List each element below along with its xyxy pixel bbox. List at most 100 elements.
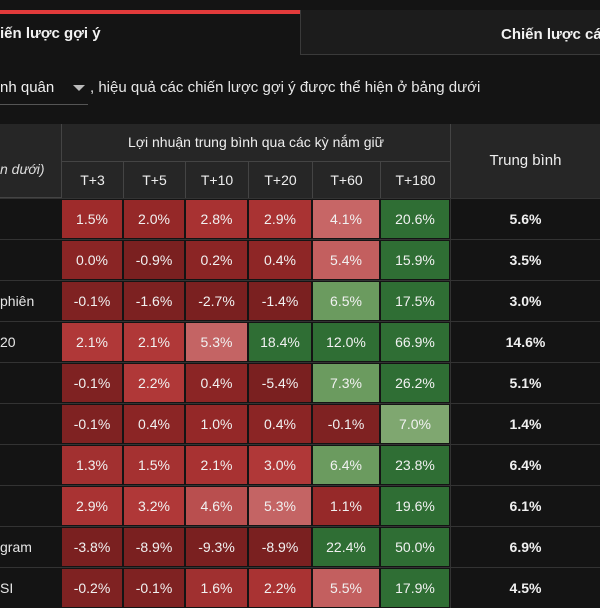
strategy-name xyxy=(0,199,61,239)
return-cell: -1.6% xyxy=(124,282,184,320)
return-cell: 2.2% xyxy=(124,364,184,402)
return-cell: 2.9% xyxy=(249,200,311,238)
return-cell: 2.1% xyxy=(186,446,247,484)
average-cell: 1.4% xyxy=(450,404,600,444)
average-cell: 6.1% xyxy=(450,486,600,526)
return-cell: -1.4% xyxy=(249,282,311,320)
table-row[interactable]: SI -0.2% -0.1% 1.6% 2.2% 5.5% 17.9% 4.5% xyxy=(0,567,600,608)
table-row[interactable]: 0.0% -0.9% 0.2% 0.4% 5.4% 15.9% 3.5% xyxy=(0,239,600,280)
table-row[interactable]: 20 2.1% 2.1% 5.3% 18.4% 12.0% 66.9% 14.6% xyxy=(0,321,600,362)
return-cell: 15.9% xyxy=(381,241,449,279)
group-header-text: Lợi nhuận trung bình qua các kỳ nắm giữ xyxy=(128,134,384,150)
return-cell: -8.9% xyxy=(124,528,184,566)
table-row[interactable]: phiên -0.1% -1.6% -2.7% -1.4% 6.5% 17.5% 3.0% xyxy=(0,280,600,321)
strategy-name: SI xyxy=(0,580,14,596)
return-cell: -9.3% xyxy=(186,528,247,566)
return-cell: -0.1% xyxy=(124,569,184,607)
strategy-name xyxy=(0,404,61,444)
period-header: T+3 xyxy=(61,161,123,198)
average-cell: 5.1% xyxy=(450,363,600,403)
average-cell: 6.9% xyxy=(450,527,600,567)
return-cell: -0.9% xyxy=(124,241,184,279)
average-cell: 6.4% xyxy=(450,445,600,485)
table-row[interactable]: -0.1% 2.2% 0.4% -5.4% 7.3% 26.2% 5.1% xyxy=(0,362,600,403)
return-cell: 3.0% xyxy=(249,446,311,484)
select-value: nh quân xyxy=(0,79,55,96)
strategy-name xyxy=(0,445,61,485)
period-header: T+5 xyxy=(123,161,185,198)
period-header: T+180 xyxy=(380,161,450,198)
return-cell: 7.3% xyxy=(313,364,379,402)
period-header: T+10 xyxy=(185,161,248,198)
strategy-column-header-text: n dưới) xyxy=(0,161,45,177)
table-row[interactable]: 2.9% 3.2% 4.6% 5.3% 1.1% 19.6% 6.1% xyxy=(0,485,600,526)
return-cell: 20.6% xyxy=(381,200,449,238)
average-cell: 4.5% xyxy=(450,568,600,608)
return-cell: 22.4% xyxy=(313,528,379,566)
return-cell: 4.6% xyxy=(186,487,247,525)
strategy-tabs: iến lược gợi ý Chiến lược cá n xyxy=(0,0,600,55)
strategy-name: phiên xyxy=(0,293,35,309)
strategy-name: gram xyxy=(0,539,32,555)
return-cell: 1.6% xyxy=(186,569,247,607)
tab-label: Chiến lược cá n xyxy=(501,26,600,43)
return-cell: 1.3% xyxy=(62,446,122,484)
return-cell: -0.2% xyxy=(62,569,122,607)
return-cell: -5.4% xyxy=(249,364,311,402)
return-cell: -0.1% xyxy=(62,364,122,402)
return-cell: 17.5% xyxy=(381,282,449,320)
return-cell: 4.1% xyxy=(313,200,379,238)
return-cell: 2.2% xyxy=(249,569,311,607)
period-headers: T+3 T+5 T+10 T+20 T+60 T+180 xyxy=(61,161,450,198)
return-cell: 3.2% xyxy=(124,487,184,525)
return-cell: 0.4% xyxy=(124,405,184,443)
return-cell: 2.1% xyxy=(62,323,122,361)
return-cell: 1.0% xyxy=(186,405,247,443)
table-row[interactable]: 1.5% 2.0% 2.8% 2.9% 4.1% 20.6% 5.6% xyxy=(0,198,600,239)
tab-personal-strategies[interactable]: Chiến lược cá n xyxy=(300,10,600,55)
return-cell: 12.0% xyxy=(313,323,379,361)
return-cell: -0.1% xyxy=(62,282,122,320)
tab-suggested-strategies[interactable]: iến lược gợi ý xyxy=(0,0,300,55)
return-cell: 2.0% xyxy=(124,200,184,238)
return-cell: 5.3% xyxy=(186,323,247,361)
strategy-name: 20 xyxy=(0,334,16,350)
return-cell: 0.2% xyxy=(186,241,247,279)
period-header: T+60 xyxy=(312,161,380,198)
return-cell: 1.5% xyxy=(124,446,184,484)
return-cell: 1.1% xyxy=(313,487,379,525)
active-tab-indicator xyxy=(0,10,300,14)
return-cell: 6.5% xyxy=(313,282,379,320)
return-cell: 1.5% xyxy=(62,200,122,238)
return-cell: 0.4% xyxy=(249,405,311,443)
strategy-name xyxy=(0,240,61,280)
return-cell: -8.9% xyxy=(249,528,311,566)
return-cell: 5.3% xyxy=(249,487,311,525)
return-cell: 7.0% xyxy=(381,405,449,443)
average-cell: 3.5% xyxy=(450,240,600,280)
return-cell: 17.9% xyxy=(381,569,449,607)
return-cell: -2.7% xyxy=(186,282,247,320)
return-cell: 23.8% xyxy=(381,446,449,484)
return-cell: 5.4% xyxy=(313,241,379,279)
table-row[interactable]: 1.3% 1.5% 2.1% 3.0% 6.4% 23.8% 6.4% xyxy=(0,444,600,485)
average-type-select[interactable]: nh quân xyxy=(0,70,88,105)
filter-bar: nh quân , hiệu quả các chiến lược gợi ý … xyxy=(0,70,600,106)
table-row[interactable]: -0.1% 0.4% 1.0% 0.4% -0.1% 7.0% 1.4% xyxy=(0,403,600,444)
filter-description: , hiệu quả các chiến lược gợi ý được thể… xyxy=(90,79,481,96)
return-cell: -3.8% xyxy=(62,528,122,566)
tab-label: iến lược gợi ý xyxy=(0,25,101,42)
return-cell: 19.6% xyxy=(381,487,449,525)
return-cell: 5.5% xyxy=(313,569,379,607)
return-cell: 0.0% xyxy=(62,241,122,279)
table-row[interactable]: gram -3.8% -8.9% -9.3% -8.9% 22.4% 50.0% 6.9% xyxy=(0,526,600,567)
return-cell: -0.1% xyxy=(62,405,122,443)
average-cell: 14.6% xyxy=(450,322,600,362)
return-cell: 50.0% xyxy=(381,528,449,566)
return-cell: 0.4% xyxy=(186,364,247,402)
average-cell: 5.6% xyxy=(450,199,600,239)
return-cell: 2.9% xyxy=(62,487,122,525)
strategy-name xyxy=(0,486,61,526)
return-cell: 2.8% xyxy=(186,200,247,238)
return-cell: 6.4% xyxy=(313,446,379,484)
